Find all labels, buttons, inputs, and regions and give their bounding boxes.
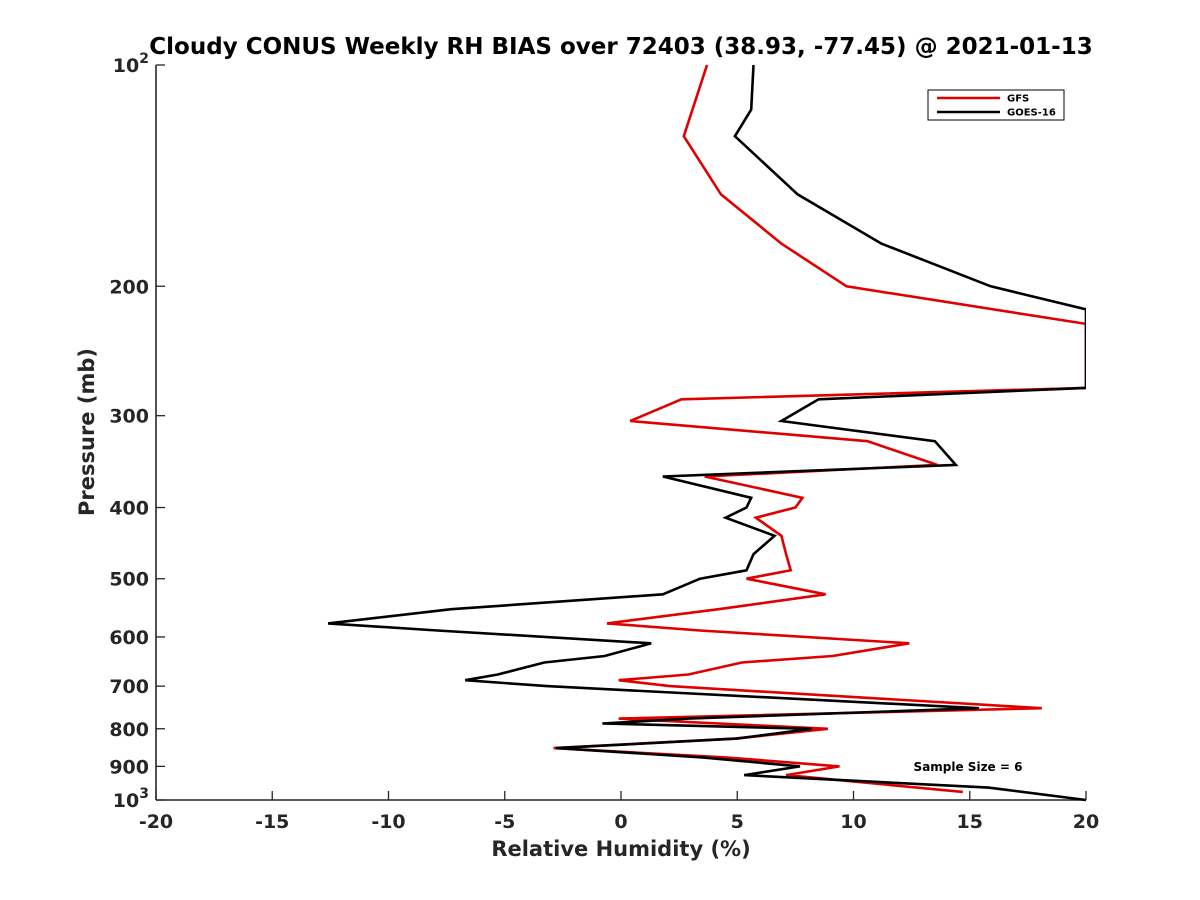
legend-box — [927, 89, 1065, 121]
x-axis-label: Relative Humidity (%) — [491, 837, 750, 861]
y-tick-label: 300 — [109, 406, 149, 428]
y-tick-label: 700 — [109, 676, 149, 698]
y-tick-label: 103 — [113, 786, 149, 812]
y-tick-label: 102 — [113, 51, 149, 77]
y-tick-label: 500 — [109, 569, 149, 591]
sample-size-annotation: Sample Size = 6 — [914, 760, 1023, 774]
x-ticks: -20 -15 -10 -5 0 5 10 15 20 — [139, 791, 1099, 833]
series-line-gfs — [553, 64, 1086, 794]
legend-label: GFS — [1007, 94, 1029, 105]
y-tick-base: 10 — [113, 790, 139, 812]
x-tick-label: 5 — [731, 811, 744, 833]
series-line-goes-16 — [327, 64, 1086, 802]
chart-title: Cloudy CONUS Weekly RH BIAS over 72403 (… — [149, 34, 1092, 60]
x-tick-label: 20 — [1073, 811, 1099, 833]
y-tick-label: 400 — [109, 498, 149, 520]
y-tick-base: 10 — [113, 55, 139, 77]
y-tick-exponent: 2 — [139, 51, 149, 67]
plot-area: -20 -15 -10 -5 0 5 10 15 20 10220030040050060070… — [109, 51, 1099, 833]
x-tick-label: 10 — [840, 811, 866, 833]
x-tick-label: -5 — [494, 811, 515, 833]
legend-label: GOES-16 — [1007, 108, 1056, 119]
x-tick-label: -15 — [255, 811, 289, 833]
y-tick-label: 200 — [109, 276, 149, 298]
x-tick-label: -10 — [371, 811, 405, 833]
legend: GFS GOES-16 — [927, 89, 1065, 121]
y-tick-label: 600 — [109, 627, 149, 649]
x-tick-label: 0 — [614, 811, 627, 833]
x-tick-label: 15 — [957, 811, 983, 833]
x-tick-label: -20 — [139, 811, 173, 833]
y-tick-label: 900 — [109, 756, 149, 778]
y-axis-label: Pressure (mb) — [75, 348, 99, 516]
y-tick-label: 800 — [109, 719, 149, 741]
series-layer — [327, 64, 1086, 802]
y-tick-exponent: 3 — [139, 786, 149, 802]
